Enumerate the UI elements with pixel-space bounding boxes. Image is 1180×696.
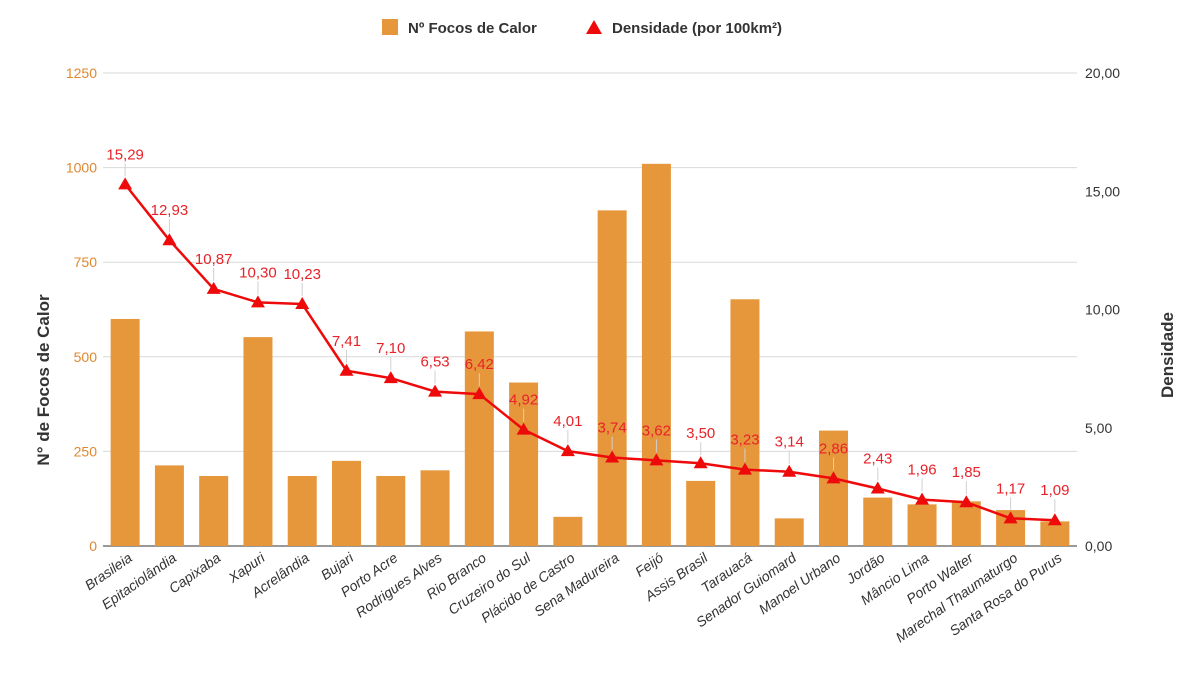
line-series xyxy=(118,177,1062,526)
bar xyxy=(553,516,583,546)
y-axis-title: N° de Focos de Calor xyxy=(34,294,53,466)
bar xyxy=(686,480,716,546)
bar-series xyxy=(110,163,1070,547)
y2-tick-label: 5,00 xyxy=(1085,420,1112,436)
legend-marker-densidade xyxy=(586,20,602,34)
density-point xyxy=(250,295,265,308)
density-point xyxy=(959,495,974,508)
y-tick-label: 500 xyxy=(74,349,98,365)
data-label: 10,87 xyxy=(195,251,233,268)
density-point xyxy=(693,456,708,469)
data-label: 15,29 xyxy=(106,146,144,163)
y-tick-label: 250 xyxy=(74,443,98,459)
data-label: 4,01 xyxy=(553,413,582,430)
data-label: 3,14 xyxy=(775,434,804,451)
bar xyxy=(907,504,937,546)
data-label: 3,74 xyxy=(598,420,627,437)
bar xyxy=(243,337,273,546)
bar xyxy=(420,470,450,546)
data-label: 1,17 xyxy=(996,480,1025,497)
bar xyxy=(376,475,406,546)
axes: 0 250 500 750 1000 1250 0,00 5,00 10,00 15,00 20,0… xyxy=(66,65,1120,645)
data-label: 6,42 xyxy=(465,356,494,373)
data-labels: 15,29 12,93 10,87 10,30 10,23 7,41 7,10 6,53 6,4… xyxy=(106,146,1069,513)
density-point xyxy=(516,422,531,435)
legend-label-densidade: Densidade (por 100km²) xyxy=(612,20,782,37)
data-label: 2,43 xyxy=(863,451,892,468)
density-point xyxy=(915,492,930,505)
density-point xyxy=(649,453,664,466)
y2-axis-title: Densidade xyxy=(1158,312,1177,398)
density-point xyxy=(782,464,797,477)
density-point xyxy=(1047,513,1062,526)
density-point xyxy=(206,281,221,294)
bar xyxy=(730,299,760,546)
density-point xyxy=(162,233,177,246)
bar xyxy=(819,430,848,546)
bar xyxy=(951,501,981,546)
bar xyxy=(287,475,317,546)
density-point xyxy=(1003,511,1018,524)
density-point xyxy=(605,450,620,463)
density-point xyxy=(560,444,575,457)
y-tick-label: 750 xyxy=(74,254,98,270)
density-point xyxy=(339,363,354,376)
density-point xyxy=(383,371,398,384)
bar xyxy=(1040,521,1070,546)
x-tick-label: Feijó xyxy=(632,549,666,580)
bar xyxy=(199,475,229,546)
bar xyxy=(774,518,804,546)
data-label: 3,62 xyxy=(642,422,671,439)
y2-tick-label: 15,00 xyxy=(1085,183,1120,199)
data-label: 1,85 xyxy=(952,464,981,481)
data-label: 1,09 xyxy=(1040,482,1069,499)
y-tick-label: 0 xyxy=(89,538,97,554)
legend: Nº Focos de Calor Densidade (por 100km²) xyxy=(382,19,782,37)
y2-tick-label: 0,00 xyxy=(1085,538,1112,554)
density-line xyxy=(124,183,1055,522)
data-label: 2,86 xyxy=(819,440,848,457)
data-label: 3,23 xyxy=(730,432,759,449)
data-label: 7,41 xyxy=(332,333,361,350)
density-point xyxy=(737,462,752,475)
density-point xyxy=(826,471,841,484)
density-point xyxy=(295,297,310,310)
density-point xyxy=(870,481,885,494)
bar xyxy=(332,460,361,546)
bar xyxy=(154,465,184,546)
density-point xyxy=(472,387,487,400)
y2-tick-label: 10,00 xyxy=(1085,302,1120,318)
legend-swatch-focos xyxy=(382,19,398,35)
bar xyxy=(863,497,893,546)
bar xyxy=(464,331,494,546)
data-label: 4,92 xyxy=(509,392,538,409)
legend-label-focos: Nº Focos de Calor xyxy=(408,20,537,37)
data-label: 10,30 xyxy=(239,264,277,281)
data-label: 1,96 xyxy=(907,462,936,479)
y2-tick-label: 20,00 xyxy=(1085,65,1120,81)
bar xyxy=(597,210,627,547)
density-point xyxy=(428,384,443,397)
data-label: 12,93 xyxy=(151,202,189,219)
data-label: 6,53 xyxy=(420,354,449,371)
data-label: 10,23 xyxy=(283,266,321,283)
y-tick-label: 1000 xyxy=(66,160,97,176)
data-label: 7,10 xyxy=(376,340,405,357)
bar xyxy=(641,163,671,547)
y-tick-label: 1250 xyxy=(66,65,97,81)
bar xyxy=(110,318,140,546)
density-point xyxy=(118,177,133,190)
data-label: 3,50 xyxy=(686,425,715,442)
